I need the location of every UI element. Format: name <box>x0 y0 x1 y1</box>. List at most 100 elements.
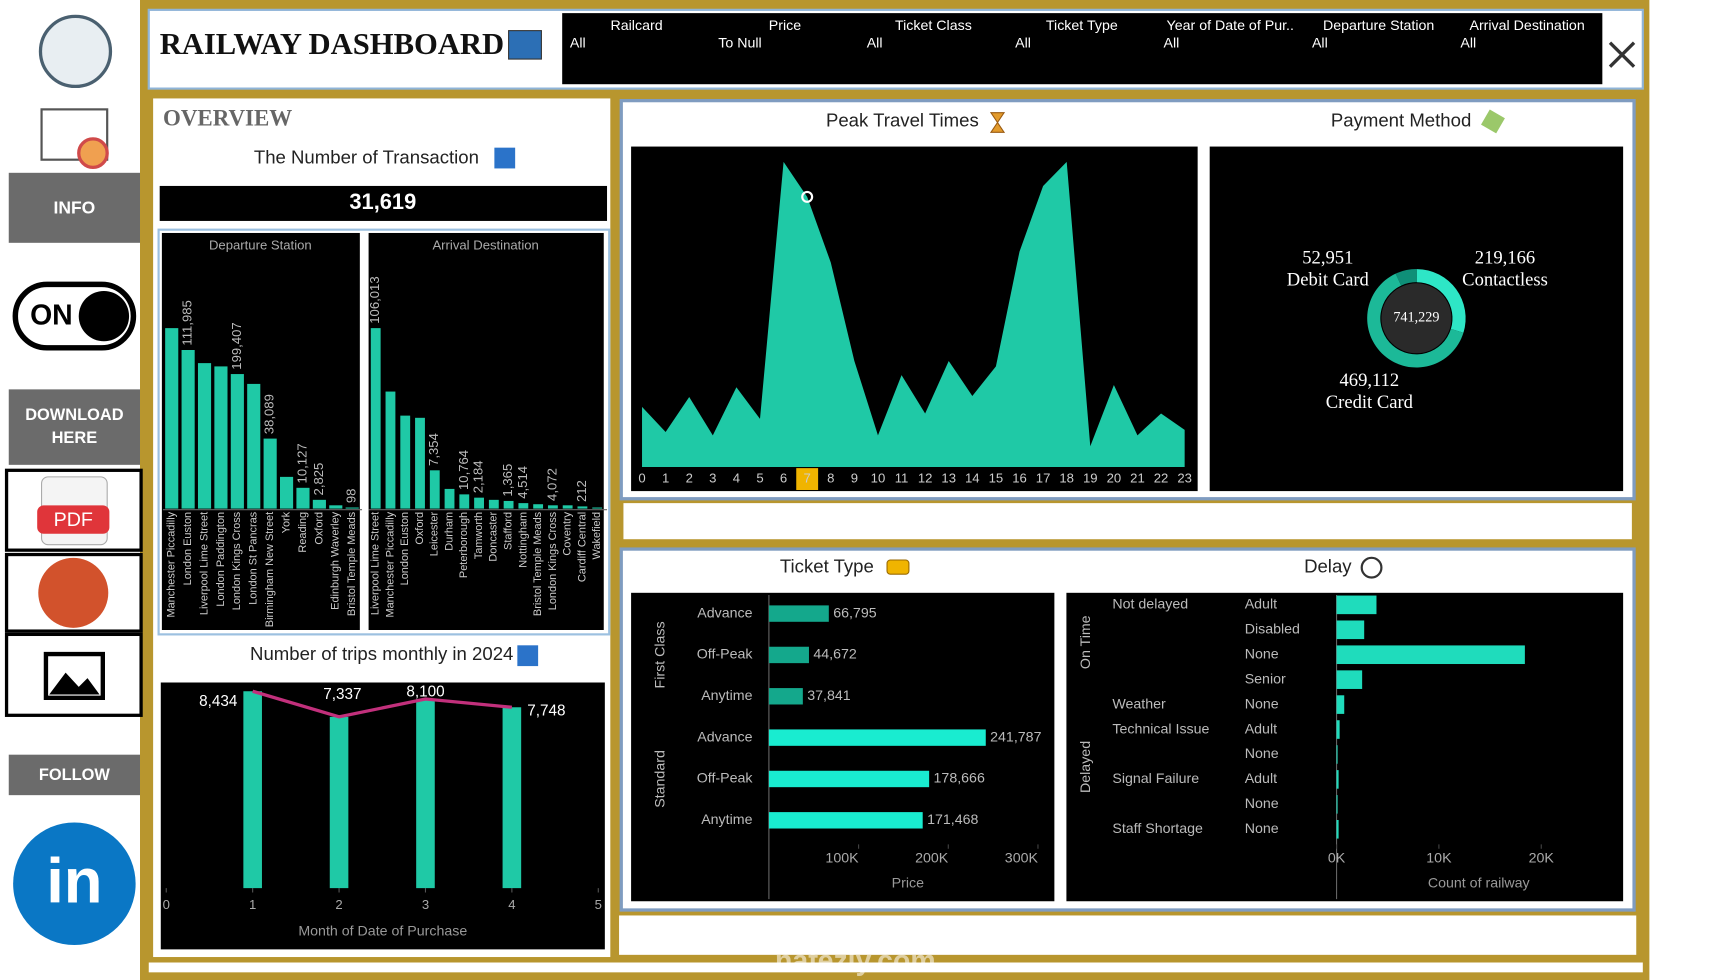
category-label: Adult <box>1245 721 1277 737</box>
bar <box>768 605 829 622</box>
linkedin-label: in <box>46 847 102 917</box>
bar <box>416 699 435 889</box>
category-label: York <box>280 511 292 533</box>
bar <box>312 499 326 509</box>
donut-category: Debit Card <box>1287 269 1370 290</box>
category-label: Advance <box>697 605 752 621</box>
bar <box>329 505 343 509</box>
data-label: 37,841 <box>807 688 851 704</box>
data-label: 111,985 <box>180 300 195 345</box>
download-label: DOWNLOAD <box>25 406 123 424</box>
bar <box>444 488 455 509</box>
x-tick-label: 4 <box>508 897 515 912</box>
x-tick-label: 300K <box>1005 850 1039 866</box>
bar <box>1336 695 1345 714</box>
chart-title: Peak Travel Times <box>826 109 979 130</box>
bar <box>518 503 529 509</box>
donut-total: 741,229 <box>1393 310 1439 326</box>
category-label: Tamworth <box>473 512 485 559</box>
follow-box <box>8 754 140 796</box>
category-label: Advance <box>697 729 752 745</box>
data-label: 212 <box>574 480 589 502</box>
pdf-label: PDF <box>54 509 93 531</box>
bar <box>345 507 359 509</box>
bar <box>415 417 425 509</box>
bar <box>247 383 261 509</box>
filter-name: Ticket Type <box>1046 18 1118 34</box>
bar <box>329 716 349 889</box>
category-label: London Paddington <box>215 512 227 607</box>
donut-category: Credit Card <box>1326 392 1414 413</box>
donut-category: Contactless <box>1462 269 1548 290</box>
bar <box>165 328 179 509</box>
x-tick-label: 16 <box>1012 471 1027 486</box>
category-label: Durham <box>443 512 455 551</box>
title-icon <box>886 559 910 575</box>
trend-line <box>252 689 513 719</box>
kpi-title: The Number of Transaction <box>254 147 479 168</box>
category-label: Coventry <box>562 511 574 555</box>
x-tick-label: 11 <box>895 471 909 486</box>
data-label: 8,100 <box>406 684 444 701</box>
bar <box>459 494 470 509</box>
info-label: INFO <box>53 198 95 218</box>
data-label: 7,354 <box>426 433 441 466</box>
info-button[interactable] <box>8 172 140 243</box>
x-tick-label: 13 <box>941 471 956 486</box>
x-tick-label: 20 <box>1107 471 1122 486</box>
x-tick-label: 0K <box>1328 850 1346 866</box>
close-button[interactable] <box>1608 41 1636 68</box>
data-label: 98 <box>344 489 359 504</box>
x-tick-label: 22 <box>1154 471 1169 486</box>
donut-value: 469,112 <box>1340 370 1400 391</box>
train-icon <box>508 30 542 60</box>
x-tick-label: 15 <box>989 471 1004 486</box>
x-tick-label: 2 <box>686 471 693 486</box>
x-tick-label: 3 <box>709 471 716 486</box>
chart-title: Ticket Type <box>780 556 874 577</box>
bar <box>768 646 809 664</box>
x-tick-label: 0 <box>638 471 645 486</box>
category-label: Stafford <box>502 512 514 550</box>
filter-value: To Null <box>718 36 761 52</box>
blank-strip <box>619 915 1637 955</box>
category-label: Off-Peak <box>697 647 754 663</box>
bar <box>197 363 212 509</box>
reason-label: Technical Issue <box>1112 721 1209 737</box>
x-axis-label: Price <box>892 876 924 892</box>
filter-name: Arrival Destination <box>1469 18 1584 34</box>
data-label: 241,787 <box>990 729 1041 745</box>
reason-label: Weather <box>1112 696 1166 712</box>
x-tick-label: 9 <box>851 471 858 486</box>
category-label: Peterborough <box>458 512 470 578</box>
x-tick-label: 1 <box>249 897 256 912</box>
station-frame <box>157 228 611 636</box>
data-label: 44,672 <box>813 647 857 663</box>
title-icon <box>989 112 1006 133</box>
bar <box>1336 819 1339 839</box>
category-label: Liverpool Lime Street <box>198 512 210 615</box>
x-axis-label: Month of Date of Purchase <box>298 924 467 940</box>
title-icon <box>1360 556 1383 579</box>
data-label: 2,825 <box>311 463 326 496</box>
overview-title: OVERVIEW <box>163 106 292 131</box>
category-label: Bristol Temple Meads <box>346 511 358 616</box>
x-tick-label: 200K <box>915 850 949 866</box>
x-tick-label: 18 <box>1059 471 1074 486</box>
filter-value: All <box>570 36 586 52</box>
filter-name: Year of Date of Pur.. <box>1167 18 1294 34</box>
category-label: Liverpool Lime Street <box>370 512 382 615</box>
bar <box>503 500 514 509</box>
data-label: 38,089 <box>262 394 277 434</box>
linkedin-button[interactable] <box>13 822 136 946</box>
category-label: Edinburgh Waverley <box>330 511 342 609</box>
data-label: 4,072 <box>544 468 559 501</box>
download-button[interactable] <box>8 389 140 465</box>
bar <box>1336 595 1377 615</box>
category-label: None <box>1245 821 1279 837</box>
bar <box>768 812 923 829</box>
filter-bar <box>562 13 1603 85</box>
bar <box>474 497 484 509</box>
data-label: 8,434 <box>199 693 238 710</box>
